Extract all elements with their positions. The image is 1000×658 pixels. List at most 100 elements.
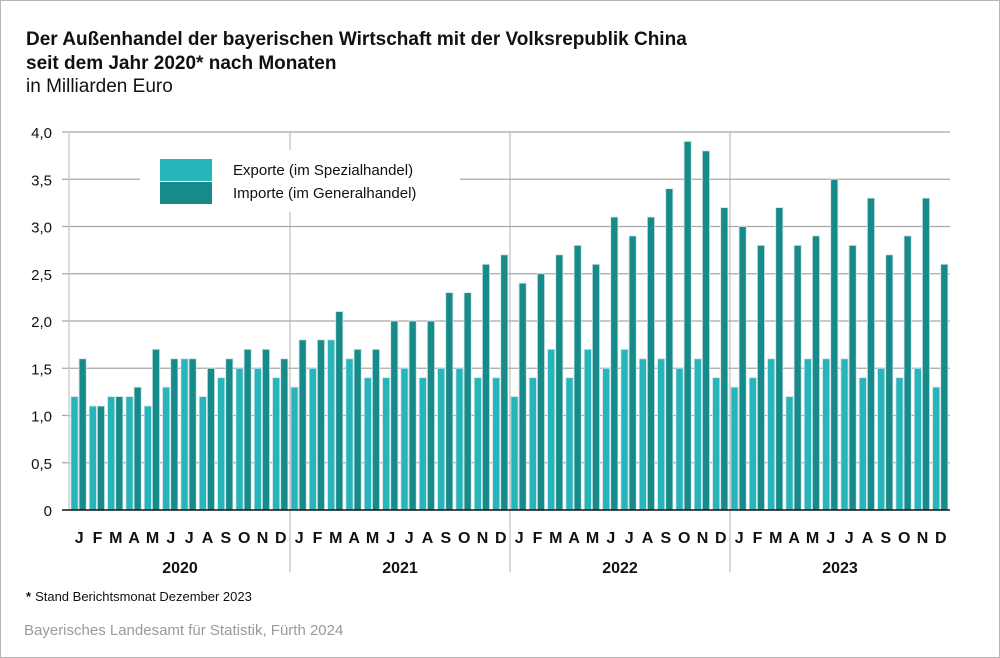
bar-imports-2021-12 (500, 254, 509, 511)
bar-imports-2023-01 (738, 226, 747, 511)
bar-exports-2021-12 (492, 377, 501, 511)
bar-imports-2023-07 (848, 244, 857, 511)
y-tick-label: 3,5 (31, 172, 52, 189)
x-tick-month-label: D (715, 530, 727, 547)
bar-imports-2022-12 (720, 207, 729, 511)
y-tick-label: 1,5 (31, 361, 52, 378)
y-tick-label: 3,0 (31, 220, 52, 237)
bar-exports-2020-05 (143, 405, 152, 511)
x-tick-month-label: J (166, 530, 175, 547)
title-line-1: Der Außenhandel der bayerischen Wirtscha… (26, 29, 687, 50)
y-tick-label: 4,0 (31, 125, 52, 142)
bar-exports-2023-03 (767, 358, 776, 511)
y-tick-label: 1,0 (31, 409, 52, 426)
bar-exports-2020-10 (235, 367, 244, 511)
x-year-label: 2023 (822, 560, 858, 577)
bar-exports-2023-11 (913, 367, 922, 511)
bar-exports-2021-08 (418, 377, 427, 511)
bar-exports-2021-05 (363, 377, 372, 511)
bar-exports-2021-06 (382, 377, 391, 511)
x-tick-month-label: M (329, 530, 342, 547)
legend-label-imports: Importe (im Generalhandel) (233, 185, 416, 202)
bar-exports-2020-11 (253, 367, 262, 511)
bar-exports-2023-05 (803, 358, 812, 511)
bar-exports-2023-04 (785, 396, 794, 511)
bar-imports-2023-04 (793, 244, 802, 511)
x-tick-month-label: O (678, 530, 690, 547)
bar-imports-2022-08 (647, 216, 655, 511)
bar-exports-2021-07 (400, 367, 409, 511)
bar-imports-2023-05 (812, 235, 820, 511)
y-axis: 0 0,5 1,0 1,5 2,0 2,5 3,0 3,5 4,0 (31, 125, 52, 520)
bar-exports-2020-06 (162, 386, 171, 511)
bar-imports-2022-09 (665, 188, 674, 511)
bar-exports-2023-06 (822, 358, 831, 511)
bar-imports-2020-03 (115, 396, 124, 511)
bar-exports-2021-01 (290, 386, 299, 511)
x-tick-month-label: M (366, 530, 379, 547)
bar-exports-2020-04 (125, 396, 134, 511)
x-tick-month-label: J (826, 530, 835, 547)
bar-imports-2021-01 (298, 339, 307, 511)
legend-swatch-imports (160, 182, 212, 204)
bar-imports-2022-02 (537, 273, 545, 511)
x-tick-month-label: F (93, 530, 103, 547)
x-tick-month-label: A (568, 530, 580, 547)
bar-exports-2020-07 (180, 358, 189, 511)
bar-imports-2020-05 (151, 348, 160, 511)
x-tick-month-label: M (769, 530, 782, 547)
x-tick-month-label: A (348, 530, 360, 547)
x-tick-month-label: J (735, 530, 744, 547)
x-tick-month-label: J (75, 530, 84, 547)
bar-exports-2021-03 (327, 339, 336, 511)
bar-exports-2020-03 (107, 396, 116, 511)
bar-imports-2023-03 (775, 207, 784, 511)
bar-exports-2022-07 (620, 348, 629, 511)
x-tick-month-label: S (880, 530, 891, 547)
bar-exports-2022-09 (657, 358, 666, 511)
x-tick-month-label: J (405, 530, 414, 547)
bar-imports-2021-09 (445, 292, 454, 511)
bar-exports-2022-11 (693, 358, 702, 511)
x-year-label: 2020 (162, 560, 198, 577)
bar-imports-2022-07 (628, 235, 637, 511)
bar-exports-2022-05 (583, 348, 592, 511)
chart-title: Der Außenhandel der bayerischen Wirtscha… (26, 28, 687, 76)
bar-imports-2022-11 (702, 150, 710, 511)
x-tick-month-label: A (862, 530, 874, 547)
bar-exports-2023-01 (730, 386, 739, 511)
x-tick-month-label: J (515, 530, 524, 547)
bar-exports-2022-04 (565, 377, 574, 511)
x-tick-month-label: A (788, 530, 800, 547)
y-tick-label: 0,5 (31, 456, 52, 473)
x-tick-month-label: O (238, 530, 250, 547)
bar-exports-2021-11 (473, 377, 482, 511)
x-tick-month-label: O (458, 530, 470, 547)
bar-imports-2020-07 (188, 358, 197, 511)
bar-exports-2023-02 (748, 377, 757, 511)
x-tick-month-label: J (386, 530, 395, 547)
bar-imports-2020-04 (133, 386, 142, 511)
legend-label-exports: Exporte (im Spezialhandel) (233, 162, 413, 179)
x-tick-month-label: N (917, 530, 929, 547)
bar-imports-2021-05 (371, 348, 380, 511)
x-tick-month-label: F (753, 530, 763, 547)
bar-imports-2021-10 (463, 292, 472, 511)
bar-imports-2022-03 (555, 254, 564, 511)
source-credit: Bayerisches Landesamt für Statistik, Für… (24, 622, 344, 639)
x-tick-month-label: A (422, 530, 434, 547)
x-tick-month-label: S (440, 530, 451, 547)
bar-exports-2023-12 (932, 386, 941, 511)
x-tick-month-label: F (533, 530, 543, 547)
bar-exports-2020-12 (272, 377, 281, 511)
bar-imports-2021-11 (481, 263, 490, 511)
x-tick-month-label: A (128, 530, 140, 547)
x-tick-month-label: J (625, 530, 634, 547)
bar-imports-2022-10 (683, 141, 692, 511)
bar-exports-2022-06 (602, 367, 611, 511)
title-line-2: seit dem Jahr 2020* nach Monaten (26, 53, 337, 74)
bar-imports-2023-11 (922, 197, 930, 511)
bar-exports-2020-02 (88, 405, 97, 511)
bar-imports-2020-10 (243, 348, 252, 511)
